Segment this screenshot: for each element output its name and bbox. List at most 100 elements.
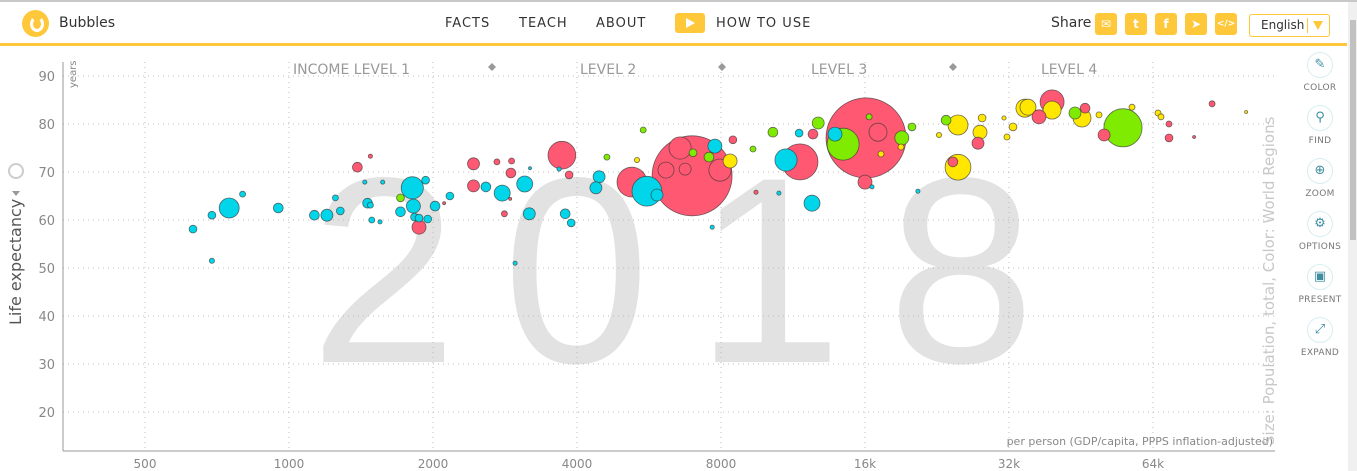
present-button[interactable]: ▣ PRESENT — [1296, 264, 1344, 305]
bubble-africa[interactable] — [395, 206, 406, 218]
bubble-africa[interactable] — [366, 201, 374, 209]
bubble-americas[interactable] — [1068, 106, 1082, 120]
bubble-asia[interactable] — [547, 140, 577, 170]
bubble-americas[interactable] — [894, 130, 910, 146]
bubble-africa[interactable] — [208, 257, 215, 264]
bubble-africa[interactable] — [309, 209, 320, 221]
bubble-americas[interactable] — [639, 126, 647, 134]
bubble-africa[interactable] — [592, 170, 606, 184]
nav-how-to-use[interactable]: HOW TO USE — [716, 16, 812, 31]
options-button[interactable]: ⚙ OPTIONS — [1296, 211, 1344, 252]
bubble-africa[interactable] — [414, 213, 424, 223]
bubble-asia[interactable] — [493, 158, 501, 166]
bubble-asia[interactable] — [508, 196, 513, 201]
bubble-europe[interactable] — [897, 143, 905, 151]
bubble-africa[interactable] — [239, 190, 247, 198]
bubble-europe[interactable] — [1244, 110, 1248, 114]
bubble-europe[interactable] — [972, 124, 988, 140]
bubble-europe[interactable] — [1157, 113, 1165, 121]
bubble-africa[interactable] — [423, 214, 433, 224]
bubble-asia[interactable] — [508, 157, 516, 165]
bubble-africa[interactable] — [320, 208, 334, 222]
color-button[interactable]: ✎ COLOR — [1296, 52, 1344, 93]
bubble-americas[interactable] — [603, 153, 611, 161]
bubble-asia[interactable] — [857, 174, 873, 190]
bubble-africa[interactable] — [522, 207, 536, 221]
bubble-asia[interactable] — [868, 122, 888, 142]
bubble-africa[interactable] — [556, 166, 562, 172]
bubble-asia[interactable] — [442, 201, 447, 206]
bubble-africa[interactable] — [589, 181, 603, 195]
bubble-europe[interactable] — [1095, 111, 1103, 119]
bubble-americas[interactable] — [1103, 108, 1143, 148]
bubble-africa[interactable] — [709, 224, 715, 230]
bubble-africa[interactable] — [650, 188, 664, 202]
bubble-africa[interactable] — [794, 128, 804, 138]
bubble-africa[interactable] — [400, 176, 424, 200]
bubble-africa[interactable] — [493, 184, 511, 202]
bubble-americas[interactable] — [703, 151, 715, 163]
find-button[interactable]: ⚲ FIND — [1296, 105, 1344, 146]
bubble-africa[interactable] — [512, 260, 518, 266]
bubble-africa[interactable] — [803, 194, 821, 212]
bubble-africa[interactable] — [776, 190, 782, 196]
bubble-africa[interactable] — [335, 206, 345, 216]
bubble-africa[interactable] — [207, 210, 217, 220]
bubble-europe[interactable] — [634, 156, 641, 163]
mail-icon[interactable]: ✉ — [1095, 13, 1117, 35]
bubble-europe[interactable] — [877, 150, 885, 158]
bubble-asia[interactable] — [753, 189, 759, 195]
bubble-africa[interactable] — [528, 166, 532, 171]
bubble-africa[interactable] — [377, 219, 383, 225]
bubble-asia[interactable] — [1079, 102, 1091, 114]
bubble-asia[interactable] — [467, 179, 480, 193]
bubble-africa[interactable] — [380, 179, 386, 185]
bubble-americas[interactable] — [749, 145, 757, 153]
bubble-africa[interactable] — [566, 218, 576, 228]
bubble-asia[interactable] — [1031, 109, 1047, 125]
bubble-americas[interactable] — [940, 114, 952, 126]
bubble-americas[interactable] — [396, 193, 405, 203]
bubble-europe[interactable] — [1001, 115, 1007, 121]
bubble-europe[interactable] — [947, 114, 969, 136]
bubble-asia[interactable] — [1208, 100, 1216, 108]
nav-facts[interactable]: FACTS — [445, 16, 491, 31]
bubble-africa[interactable] — [421, 175, 430, 185]
bubble-asia[interactable] — [352, 161, 363, 173]
bubble-asia[interactable] — [1165, 120, 1173, 128]
bubble-americas[interactable] — [907, 122, 917, 132]
language-select[interactable]: English — [1249, 14, 1330, 37]
bubble-americas[interactable] — [767, 126, 779, 138]
twitter-icon[interactable]: t — [1125, 13, 1147, 35]
zoom-button[interactable]: ⊕ ZOOM — [1296, 158, 1344, 199]
bubble-europe[interactable] — [1019, 98, 1037, 116]
bubble-europe[interactable] — [1128, 103, 1136, 111]
bubble-asia[interactable] — [728, 135, 738, 145]
bubble-africa[interactable] — [331, 194, 339, 202]
bubble-africa[interactable] — [869, 184, 875, 190]
bubble-asia[interactable] — [564, 170, 574, 180]
bubble-africa[interactable] — [362, 179, 368, 185]
bubble-africa[interactable] — [429, 200, 441, 212]
bubble-americas[interactable] — [688, 148, 698, 158]
bubble-asia[interactable] — [505, 167, 517, 179]
bubble-africa[interactable] — [516, 175, 534, 193]
bubble-africa[interactable] — [188, 224, 198, 234]
bubble-asia[interactable] — [668, 136, 692, 160]
bubble-asia[interactable] — [1097, 128, 1111, 142]
bubble-asia[interactable] — [1164, 133, 1174, 143]
bubble-asia[interactable] — [971, 136, 985, 150]
bubble-africa[interactable] — [774, 148, 798, 172]
bubble-africa[interactable] — [368, 216, 376, 224]
bubble-asia[interactable] — [678, 162, 692, 176]
bubble-africa[interactable] — [915, 188, 921, 194]
bubble-asia[interactable] — [947, 156, 959, 168]
bubble-africa[interactable] — [445, 191, 455, 201]
bubble-africa[interactable] — [480, 181, 492, 193]
bubble-europe[interactable] — [1042, 100, 1062, 120]
bubble-africa[interactable] — [559, 208, 571, 220]
bubble-americas[interactable] — [811, 116, 825, 130]
bubble-asia[interactable] — [367, 153, 373, 159]
play-icon[interactable] — [675, 13, 705, 33]
